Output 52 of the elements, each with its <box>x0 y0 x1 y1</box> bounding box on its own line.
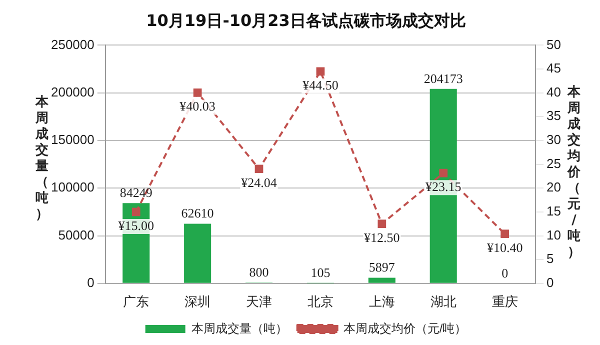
y2-tick-label: 15 <box>546 204 562 219</box>
bar <box>184 224 212 283</box>
data-label: 204173 <box>424 70 463 86</box>
point <box>439 168 448 178</box>
y2-tick-label: 0 <box>546 274 554 290</box>
data-label: ¥40.03 <box>180 98 216 114</box>
legend-label: 本周成交量（吨） <box>191 321 288 336</box>
x-tick-label: 天津 <box>246 294 272 309</box>
data-label: ¥24.04 <box>241 174 278 190</box>
data-label: ¥10.40 <box>486 240 523 255</box>
x-tick-label: 北京 <box>307 294 334 309</box>
x-tick-label: 广东 <box>123 294 150 309</box>
data-label: 5897 <box>368 260 396 275</box>
chart-title: 10月19日-10月23日各试点碳市场成交对比 <box>146 10 466 30</box>
legend-label: 本周成交均价（元/吨） <box>343 321 467 336</box>
y2-tick-label: 25 <box>546 156 562 171</box>
point <box>193 88 202 97</box>
data-label: 84249 <box>120 185 152 200</box>
point <box>316 67 325 76</box>
text: 本周成交均价（元/吨） <box>568 85 580 260</box>
data-label: 105 <box>310 265 330 280</box>
x-tick-label: 上海 <box>368 294 395 309</box>
y-tick-label: 200000 <box>50 84 94 100</box>
data-label: 0 <box>502 265 508 280</box>
x-tick-label: 深圳 <box>184 294 211 309</box>
y2-tick-label: 40 <box>546 84 562 100</box>
point <box>500 230 509 238</box>
y2-tick-label: 35 <box>546 108 562 124</box>
y-tick-label: 0 <box>87 274 94 290</box>
y-tick-label: 250000 <box>50 36 94 52</box>
x-tick-label: 湖北 <box>430 294 456 309</box>
bar <box>368 278 396 283</box>
y2-tick-label: 10 <box>546 227 562 242</box>
y2-tick-label: 5 <box>546 251 554 266</box>
point <box>254 164 264 174</box>
y2-tick-label: 30 <box>546 132 562 148</box>
data-label: ¥44.50 <box>302 77 338 92</box>
y-tick-label: 100000 <box>50 180 94 195</box>
data-label: ¥15.00 <box>118 218 154 233</box>
data-label: 62610 <box>181 206 214 221</box>
y2-tick-label: 45 <box>546 60 562 76</box>
point <box>378 220 386 228</box>
point <box>132 208 140 216</box>
y-axis-title: 本周成交量（吨） <box>34 95 50 223</box>
y-tick-label: 150000 <box>50 132 94 148</box>
data-label: ¥12.50 <box>364 230 400 245</box>
x-tick-label: 重庆 <box>492 294 518 309</box>
data-label: 800 <box>249 264 269 280</box>
y2-tick-label: 50 <box>546 36 562 52</box>
y2-tick-label: 20 <box>546 180 562 195</box>
data-label: ¥23.15 <box>425 179 462 194</box>
y-tick-label: 50000 <box>58 227 94 242</box>
